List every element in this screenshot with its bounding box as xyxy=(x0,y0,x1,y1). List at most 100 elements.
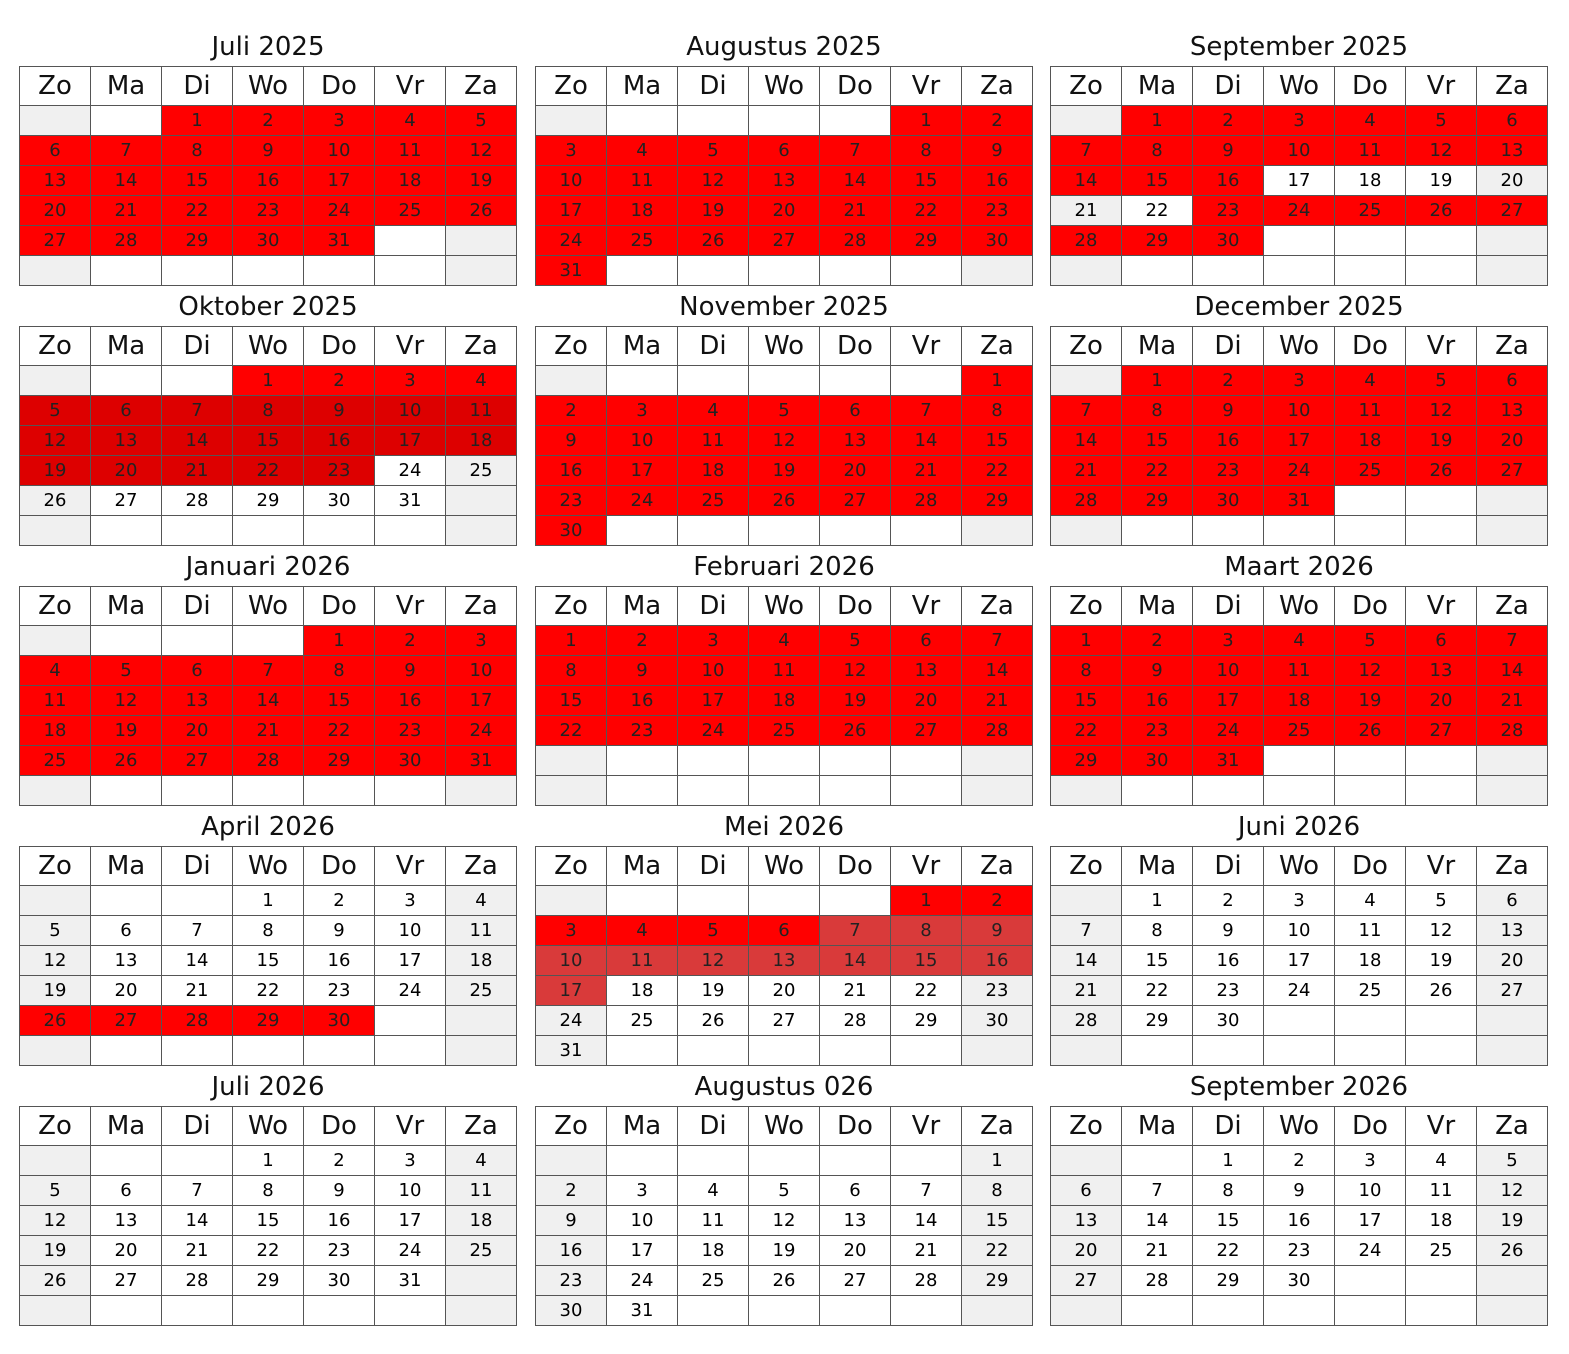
day-cell[interactable]: 23 xyxy=(535,485,607,516)
day-cell[interactable]: 9 xyxy=(1263,1175,1335,1206)
day-cell[interactable]: 16 xyxy=(1192,165,1264,196)
day-cell[interactable]: 29 xyxy=(890,225,962,256)
day-cell[interactable]: 4 xyxy=(1334,885,1406,916)
day-cell[interactable]: 22 xyxy=(890,975,962,1006)
day-cell[interactable]: 18 xyxy=(374,165,446,196)
day-cell[interactable]: 22 xyxy=(232,455,304,486)
day-cell[interactable]: 23 xyxy=(374,715,446,746)
day-cell[interactable]: 30 xyxy=(1192,225,1264,256)
day-cell[interactable]: 16 xyxy=(535,455,607,486)
day-cell[interactable]: 29 xyxy=(1121,225,1193,256)
day-cell[interactable]: 24 xyxy=(535,225,607,256)
day-cell[interactable]: 13 xyxy=(890,655,962,686)
day-cell[interactable]: 17 xyxy=(445,685,517,716)
day-cell[interactable]: 8 xyxy=(1121,915,1193,946)
day-cell[interactable]: 19 xyxy=(90,715,162,746)
day-cell[interactable]: 9 xyxy=(1192,915,1264,946)
day-cell[interactable]: 3 xyxy=(374,1145,446,1176)
day-cell[interactable]: 28 xyxy=(161,1005,233,1036)
day-cell[interactable]: 7 xyxy=(890,1175,962,1206)
day-cell[interactable]: 24 xyxy=(374,455,446,486)
day-cell[interactable]: 12 xyxy=(819,655,891,686)
day-cell[interactable]: 25 xyxy=(748,715,820,746)
day-cell[interactable]: 27 xyxy=(748,1005,820,1036)
day-cell[interactable]: 30 xyxy=(303,1265,375,1296)
day-cell[interactable]: 21 xyxy=(1476,685,1548,716)
day-cell[interactable]: 5 xyxy=(819,625,891,656)
day-cell[interactable]: 19 xyxy=(677,975,749,1006)
day-cell[interactable]: 15 xyxy=(1192,1205,1264,1236)
day-cell[interactable]: 27 xyxy=(90,1265,162,1296)
day-cell[interactable]: 17 xyxy=(1263,945,1335,976)
day-cell[interactable]: 3 xyxy=(445,625,517,656)
day-cell[interactable]: 16 xyxy=(1192,425,1264,456)
day-cell[interactable]: 7 xyxy=(90,135,162,166)
day-cell[interactable]: 9 xyxy=(232,135,304,166)
day-cell[interactable]: 21 xyxy=(161,1235,233,1266)
day-cell[interactable]: 23 xyxy=(961,975,1033,1006)
day-cell[interactable]: 29 xyxy=(1121,485,1193,516)
day-cell[interactable]: 30 xyxy=(303,1005,375,1036)
day-cell[interactable]: 29 xyxy=(232,485,304,516)
day-cell[interactable]: 11 xyxy=(1405,1175,1477,1206)
day-cell[interactable]: 26 xyxy=(19,1005,91,1036)
day-cell[interactable]: 1 xyxy=(890,105,962,136)
day-cell[interactable]: 10 xyxy=(1263,395,1335,426)
day-cell[interactable]: 20 xyxy=(1405,685,1477,716)
day-cell[interactable]: 25 xyxy=(606,1005,678,1036)
day-cell[interactable]: 23 xyxy=(303,455,375,486)
day-cell[interactable]: 1 xyxy=(1192,1145,1264,1176)
day-cell[interactable]: 4 xyxy=(374,105,446,136)
day-cell[interactable]: 19 xyxy=(819,685,891,716)
day-cell[interactable]: 15 xyxy=(890,165,962,196)
day-cell[interactable]: 25 xyxy=(1405,1235,1477,1266)
day-cell[interactable]: 23 xyxy=(535,1265,607,1296)
day-cell[interactable]: 22 xyxy=(1050,715,1122,746)
day-cell[interactable]: 2 xyxy=(1263,1145,1335,1176)
day-cell[interactable]: 1 xyxy=(232,1145,304,1176)
day-cell[interactable]: 11 xyxy=(1334,915,1406,946)
day-cell[interactable]: 10 xyxy=(445,655,517,686)
day-cell[interactable]: 9 xyxy=(303,395,375,426)
day-cell[interactable]: 20 xyxy=(819,455,891,486)
day-cell[interactable]: 21 xyxy=(1121,1235,1193,1266)
day-cell[interactable]: 8 xyxy=(232,395,304,426)
day-cell[interactable]: 31 xyxy=(1192,745,1264,776)
day-cell[interactable]: 19 xyxy=(19,1235,91,1266)
day-cell[interactable]: 8 xyxy=(1121,135,1193,166)
day-cell[interactable]: 12 xyxy=(1405,395,1477,426)
day-cell[interactable]: 22 xyxy=(232,975,304,1006)
day-cell[interactable]: 14 xyxy=(1050,945,1122,976)
day-cell[interactable]: 11 xyxy=(374,135,446,166)
day-cell[interactable]: 12 xyxy=(677,165,749,196)
day-cell[interactable]: 24 xyxy=(1263,975,1335,1006)
day-cell[interactable]: 12 xyxy=(19,945,91,976)
day-cell[interactable]: 12 xyxy=(1405,135,1477,166)
day-cell[interactable]: 20 xyxy=(90,455,162,486)
day-cell[interactable]: 1 xyxy=(890,885,962,916)
day-cell[interactable]: 29 xyxy=(1192,1265,1264,1296)
day-cell[interactable]: 28 xyxy=(1050,485,1122,516)
day-cell[interactable]: 4 xyxy=(1405,1145,1477,1176)
day-cell[interactable]: 24 xyxy=(1263,195,1335,226)
day-cell[interactable]: 11 xyxy=(445,1175,517,1206)
day-cell[interactable]: 22 xyxy=(535,715,607,746)
day-cell[interactable]: 29 xyxy=(1121,1005,1193,1036)
day-cell[interactable]: 27 xyxy=(819,485,891,516)
day-cell[interactable]: 9 xyxy=(961,135,1033,166)
day-cell[interactable]: 22 xyxy=(1192,1235,1264,1266)
day-cell[interactable]: 5 xyxy=(1405,885,1477,916)
day-cell[interactable]: 1 xyxy=(161,105,233,136)
day-cell[interactable]: 21 xyxy=(1050,455,1122,486)
day-cell[interactable]: 5 xyxy=(1476,1145,1548,1176)
day-cell[interactable]: 16 xyxy=(535,1235,607,1266)
day-cell[interactable]: 26 xyxy=(819,715,891,746)
day-cell[interactable]: 5 xyxy=(1405,365,1477,396)
day-cell[interactable]: 26 xyxy=(1405,455,1477,486)
day-cell[interactable]: 8 xyxy=(961,1175,1033,1206)
day-cell[interactable]: 26 xyxy=(19,1265,91,1296)
day-cell[interactable]: 7 xyxy=(819,135,891,166)
day-cell[interactable]: 25 xyxy=(677,485,749,516)
day-cell[interactable]: 13 xyxy=(1405,655,1477,686)
day-cell[interactable]: 15 xyxy=(535,685,607,716)
